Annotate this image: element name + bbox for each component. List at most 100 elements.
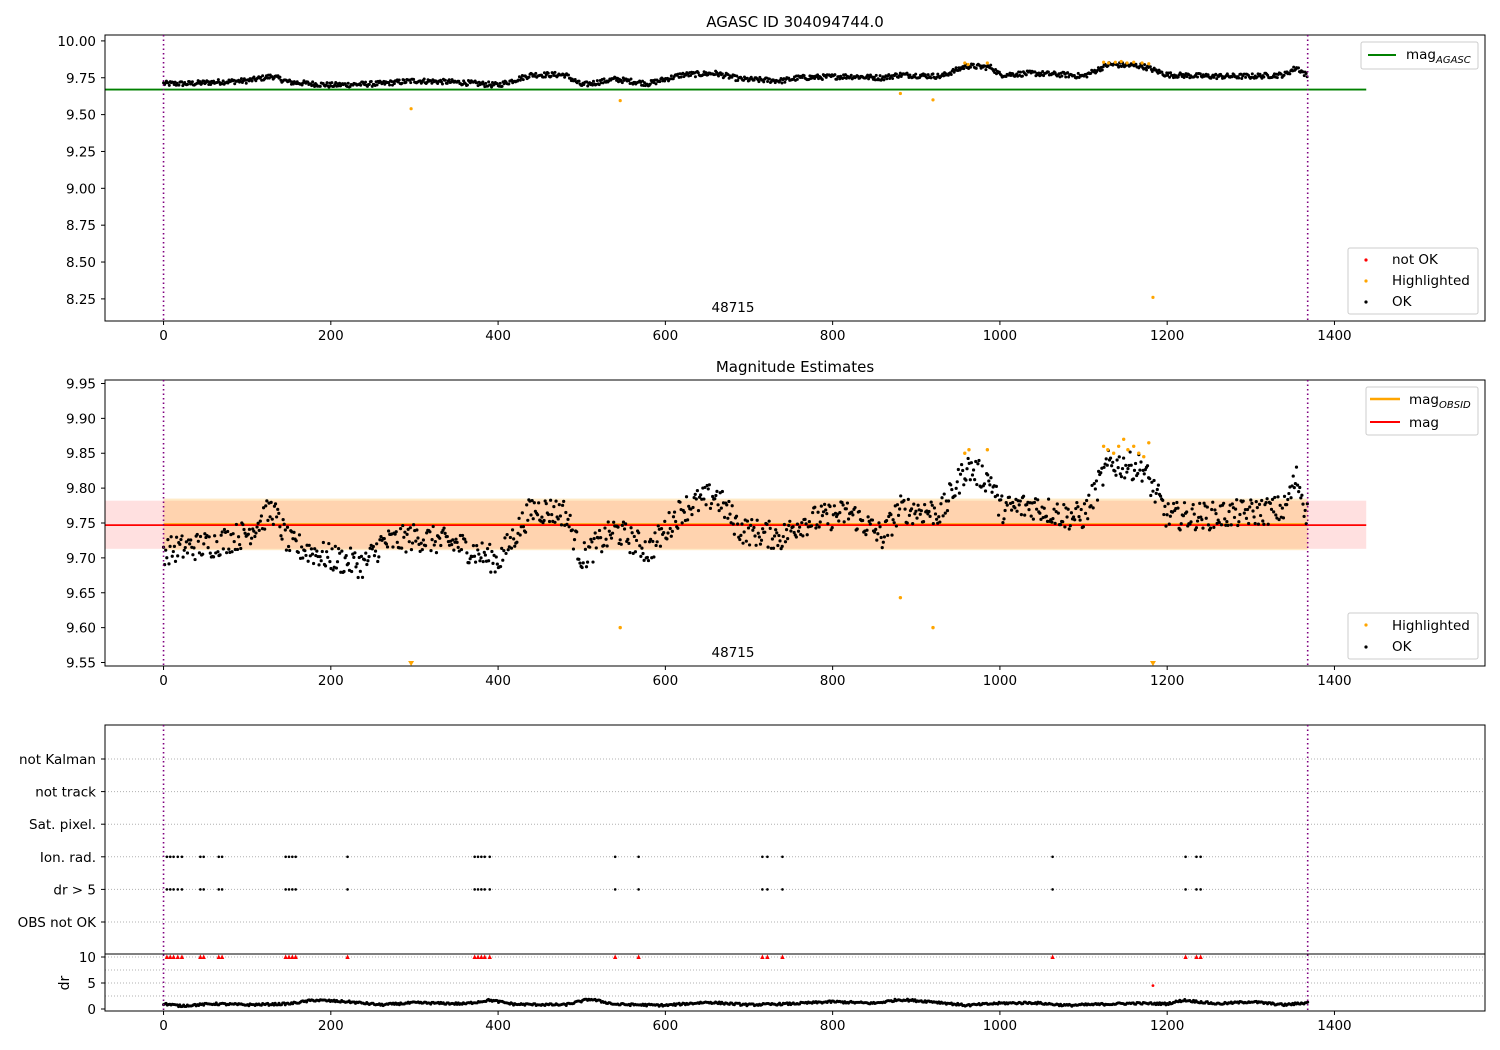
ok-point (881, 540, 885, 544)
highlighted-point (1101, 444, 1106, 448)
ok-point (853, 505, 857, 510)
ok-point (423, 544, 428, 548)
ok-point (1081, 525, 1085, 529)
x-tick-label: 400 (485, 328, 511, 344)
ok-point (962, 483, 966, 487)
ok-point (898, 507, 902, 511)
ok-point (694, 497, 698, 501)
ok-point (247, 527, 252, 531)
ok-point (1237, 520, 1241, 524)
ok-point (1242, 511, 1246, 515)
ok-point (1165, 513, 1169, 517)
ok-point (1168, 514, 1172, 518)
ok-point (1211, 500, 1215, 504)
ok-point (663, 79, 667, 83)
flag-point (483, 888, 487, 891)
ok-point (956, 467, 960, 472)
ok-point (509, 546, 514, 550)
dr-clipped-marker (286, 954, 292, 959)
x-tick-label: 200 (318, 673, 344, 689)
ok-point (170, 554, 174, 558)
ok-point (1164, 524, 1168, 528)
ok-point (929, 76, 933, 80)
ok-point (656, 524, 660, 528)
ok-point (1139, 460, 1143, 464)
ok-point (1169, 71, 1173, 75)
ok-point (802, 74, 806, 78)
ok-point (931, 521, 935, 526)
ok-point (1145, 68, 1149, 72)
ok-point (512, 537, 516, 541)
ok-point (481, 80, 485, 84)
ok-point (373, 549, 378, 553)
dr-clipped-marker (345, 954, 350, 959)
flag-point (781, 888, 784, 891)
ok-point (1256, 522, 1261, 526)
ok-point (463, 537, 467, 541)
ok-point (517, 516, 521, 520)
ok-point (619, 78, 623, 82)
panel-agasc-points (162, 59, 1309, 300)
ok-point (686, 518, 690, 522)
ok-point (412, 523, 416, 527)
ok-point (183, 545, 187, 550)
ok-point (638, 544, 642, 548)
ok-point (907, 513, 912, 517)
flag-point (291, 855, 294, 859)
ok-point (668, 526, 672, 531)
ok-point (969, 461, 973, 465)
ok-point (385, 545, 390, 549)
ok-point (1223, 517, 1227, 521)
ok-point (879, 535, 883, 540)
ok-point (597, 83, 601, 87)
ok-point (934, 517, 939, 521)
ok-point (557, 503, 561, 507)
ok-point (202, 542, 206, 546)
y-tick-label: 9.60 (66, 621, 96, 637)
ok-point (476, 548, 480, 552)
ok-point (1153, 500, 1157, 504)
ok-point (334, 566, 339, 570)
ok-point (1205, 505, 1209, 509)
ok-point (313, 85, 317, 89)
ok-point (292, 530, 296, 534)
ok-point (535, 513, 540, 517)
ok-point (669, 74, 673, 78)
ok-point (950, 487, 954, 492)
ok-point (418, 549, 422, 553)
ok-point (832, 504, 836, 508)
highlighted-point (1126, 448, 1130, 452)
ok-point (521, 78, 525, 82)
ok-point (629, 77, 633, 81)
ok-point (665, 537, 669, 541)
ok-point (987, 479, 991, 483)
ok-point (765, 522, 769, 526)
ok-point (382, 536, 386, 541)
ok-point (502, 549, 506, 553)
ok-point (265, 499, 269, 503)
ok-point (933, 512, 938, 516)
ok-point (882, 78, 886, 82)
ok-point (1270, 497, 1275, 502)
dr-clipped-marker (290, 954, 295, 959)
ok-point (330, 81, 334, 85)
ok-point (180, 80, 184, 84)
x-tick-label: 1400 (1317, 673, 1351, 689)
ok-point (752, 78, 756, 82)
ok-point (562, 499, 566, 503)
flag-point (488, 888, 492, 891)
ok-point (815, 523, 819, 527)
ok-point (278, 75, 282, 79)
ok-point (697, 495, 702, 499)
ok-point (452, 548, 456, 552)
ok-point (220, 530, 224, 534)
ok-point (397, 78, 401, 82)
ok-point (1201, 526, 1205, 530)
ok-point (270, 517, 274, 521)
ok-point (732, 532, 736, 536)
ok-point (498, 81, 502, 85)
ok-point (358, 569, 362, 573)
ok-point (608, 533, 613, 537)
ok-point (1230, 75, 1234, 79)
ok-point (1194, 526, 1199, 530)
